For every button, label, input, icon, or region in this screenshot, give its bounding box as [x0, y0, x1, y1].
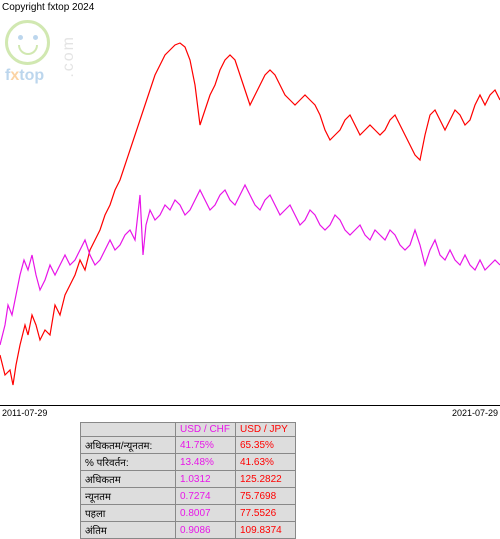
cell-jpy: 41.63% [236, 454, 296, 471]
row-label: अधिकतम/न्यूनतम: [81, 437, 176, 454]
series-usd-chf [0, 185, 500, 345]
cell-chf: 0.7274 [176, 488, 236, 505]
cell-chf: 41.75% [176, 437, 236, 454]
table-row: अधिकतम1.0312125.2822 [81, 471, 296, 488]
table-row: न्यूनतम0.727475.7698 [81, 488, 296, 505]
table-header-blank [81, 423, 176, 437]
cell-chf: 13.48% [176, 454, 236, 471]
table-header-jpy: USD / JPY [236, 423, 296, 437]
cell-chf: 0.9086 [176, 522, 236, 539]
series-usd-jpy [0, 43, 500, 385]
row-label: अधिकतम [81, 471, 176, 488]
table-row: % परिवर्तन:13.48%41.63% [81, 454, 296, 471]
cell-jpy: 109.8374 [236, 522, 296, 539]
cell-jpy: 75.7698 [236, 488, 296, 505]
cell-jpy: 65.35% [236, 437, 296, 454]
row-label: न्यूनतम [81, 488, 176, 505]
x-axis-end-label: 2021-07-29 [452, 408, 498, 418]
x-axis [0, 405, 500, 406]
cell-chf: 0.8007 [176, 505, 236, 522]
cell-chf: 1.0312 [176, 471, 236, 488]
row-label: अंतिम [81, 522, 176, 539]
row-label: % परिवर्तन: [81, 454, 176, 471]
stats-table: USD / CHF USD / JPY अधिकतम/न्यूनतम:41.75… [80, 422, 296, 539]
cell-jpy: 77.5526 [236, 505, 296, 522]
copyright-text: Copyright fxtop 2024 [2, 2, 94, 13]
cell-jpy: 125.2822 [236, 471, 296, 488]
table-row: पहला0.800777.5526 [81, 505, 296, 522]
table-row: अधिकतम/न्यूनतम:41.75%65.35% [81, 437, 296, 454]
line-chart [0, 15, 500, 405]
row-label: पहला [81, 505, 176, 522]
table-row: अंतिम0.9086109.8374 [81, 522, 296, 539]
x-axis-start-label: 2011-07-29 [2, 408, 47, 418]
table-header-chf: USD / CHF [176, 423, 236, 437]
table-header-row: USD / CHF USD / JPY [81, 423, 296, 437]
